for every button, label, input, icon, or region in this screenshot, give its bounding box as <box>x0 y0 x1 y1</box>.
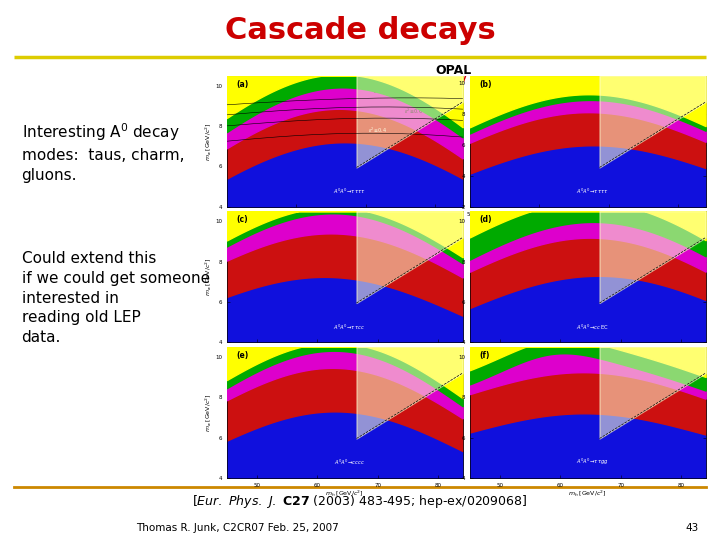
Text: OPAL: OPAL <box>436 64 472 77</box>
Text: [$\it{Eur.\ Phys.\ J.}$ $\bf{C27}$ (2003) 483-495; hep-ex/0209068]: [$\it{Eur.\ Phys.\ J.}$ $\bf{C27}$ (2003… <box>192 492 528 510</box>
Text: Interesting A$^0$ decay
modes:  taus, charm,
gluons.: Interesting A$^0$ decay modes: taus, cha… <box>22 122 184 183</box>
Text: $m_h > 86\,\mathrm{GeV},\;\mathrm{if}\;m_a \lesssim 12\,\mathrm{GeV}$: $m_h > 86\,\mathrm{GeV},\;\mathrm{if}\;m… <box>252 75 468 93</box>
Text: Cascade decays: Cascade decays <box>225 16 495 45</box>
Text: Thomas R. Junk, C2CR07 Feb. 25, 2007: Thomas R. Junk, C2CR07 Feb. 25, 2007 <box>136 523 339 533</box>
Text: 43: 43 <box>685 523 698 533</box>
Text: Could extend this
if we could get someone
interested in
reading old LEP
data.: Could extend this if we could get someon… <box>22 251 210 345</box>
